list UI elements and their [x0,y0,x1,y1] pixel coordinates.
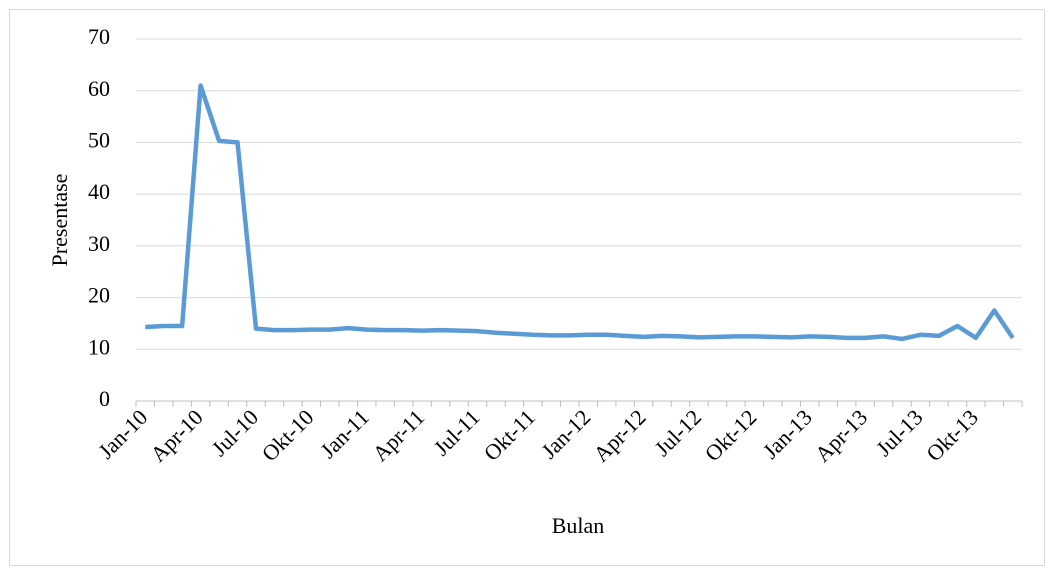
y-tick-label: 40 [88,179,110,204]
x-axis-title: Bulan [552,513,605,538]
data-line [145,83,1015,342]
y-tick-label: 0 [99,386,110,411]
y-tick-label: 30 [88,231,110,256]
y-tick-label: 10 [88,334,110,359]
y-tick-label: 20 [88,283,110,308]
chart-frame [9,9,1045,566]
y-axis-title: Presentase [47,174,72,267]
y-tick-label: 50 [88,127,110,152]
y-tick-label: 70 [88,24,110,49]
y-tick-label: 60 [88,76,110,101]
